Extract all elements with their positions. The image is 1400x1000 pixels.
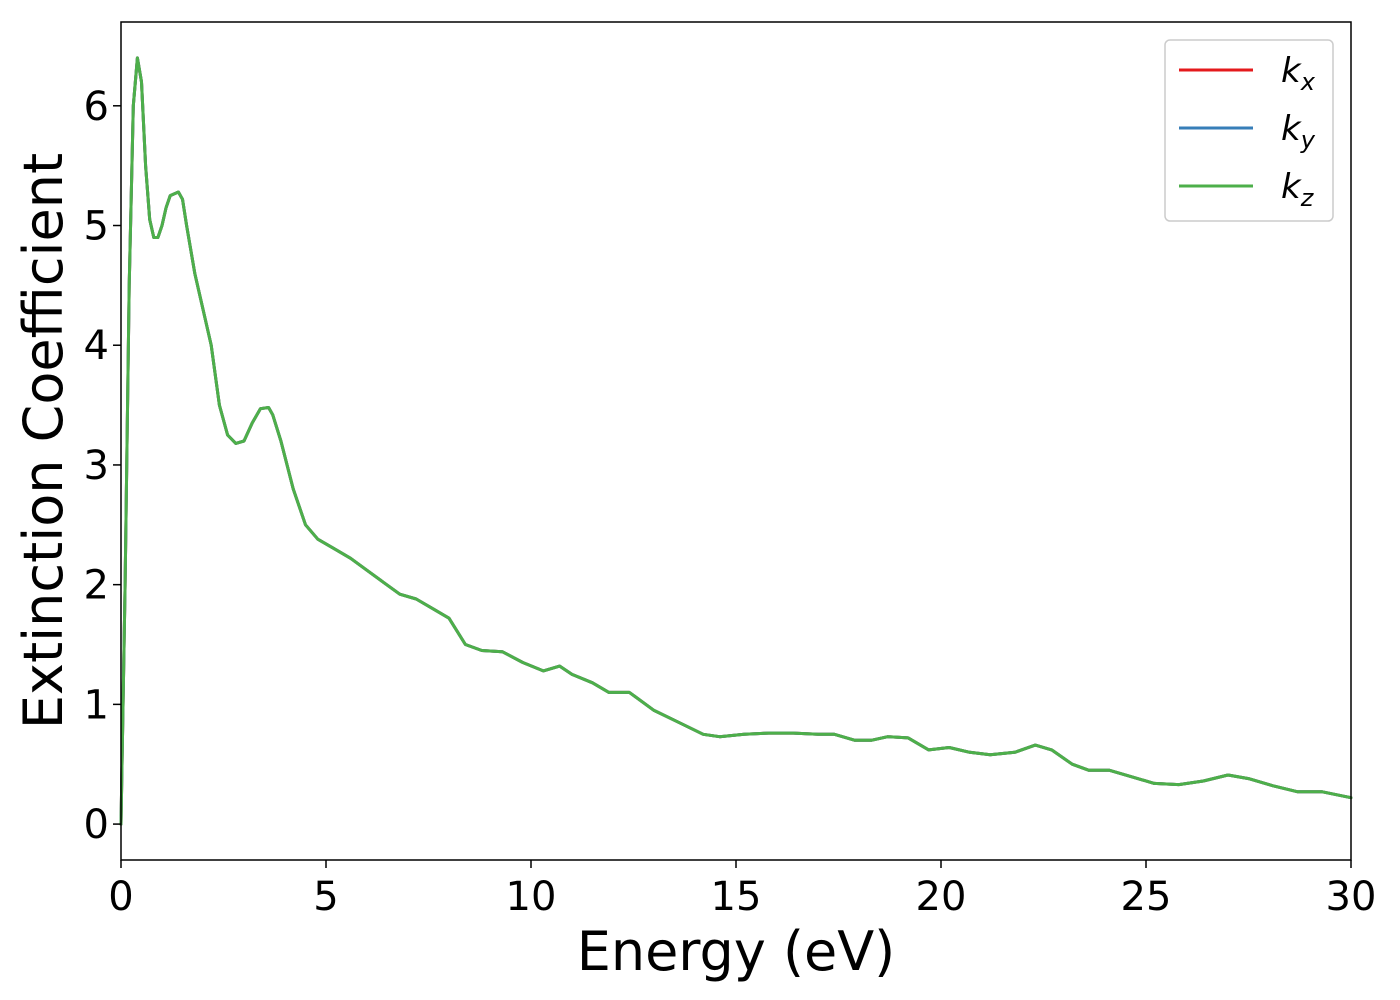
y-tick-label: 0 — [84, 802, 109, 848]
legend-label-z: kz — [1281, 167, 1315, 212]
y-tick-label: 4 — [84, 323, 109, 369]
x-tick-label: 20 — [916, 874, 967, 920]
y-tick-label: 3 — [84, 443, 109, 489]
legend-items: kx ky kz — [1179, 51, 1316, 212]
y-tick-label: 5 — [84, 204, 109, 250]
x-tick-label: 10 — [506, 874, 557, 920]
x-tick-label: 25 — [1121, 874, 1172, 920]
x-tick-label: 0 — [108, 874, 133, 920]
series-layer — [119, 56, 1353, 826]
legend: kx ky kz — [1164, 39, 1334, 222]
y-tick-label: 2 — [84, 563, 109, 609]
y-axis-label: Extinction Coefficient — [12, 153, 75, 729]
series-line-k-z — [119, 56, 1353, 826]
legend-box — [1164, 39, 1334, 222]
y-tick-label: 6 — [84, 84, 109, 130]
x-axis-label: Energy (eV) — [577, 920, 896, 983]
x-tick-label: 15 — [711, 874, 762, 920]
y-tick-label: 1 — [84, 682, 109, 728]
y-axis-ticks: 0 1 2 3 4 5 6 — [84, 84, 121, 848]
x-axis-ticks: 0 5 10 15 20 25 30 — [108, 860, 1376, 920]
legend-label-y: ky — [1281, 109, 1316, 154]
x-tick-label: 5 — [313, 874, 338, 920]
x-tick-label: 30 — [1326, 874, 1377, 920]
legend-label-x: kx — [1281, 51, 1316, 96]
